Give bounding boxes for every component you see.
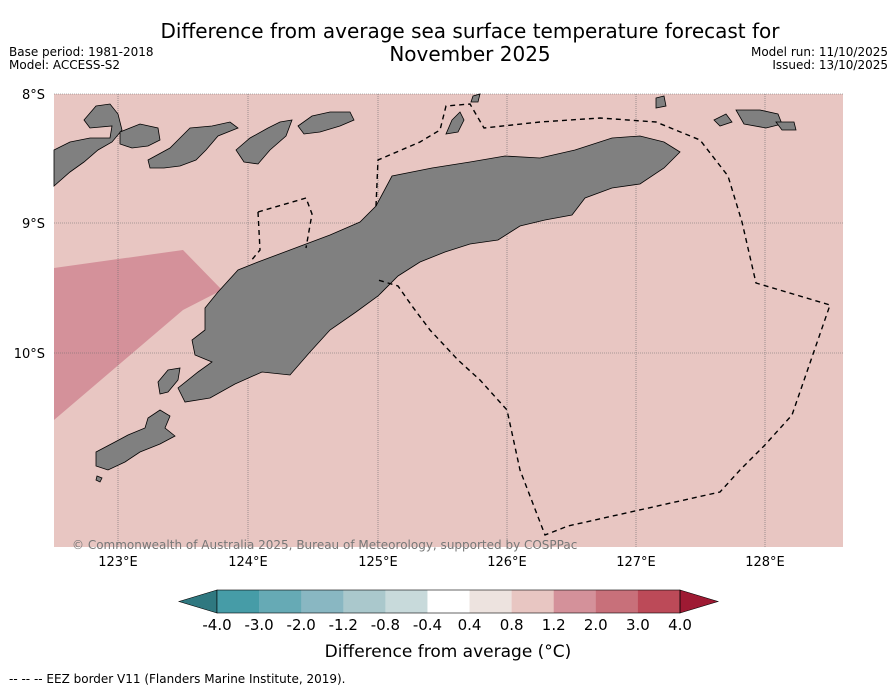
colorbar-segment xyxy=(595,590,639,613)
colorbar-tick-label: -3.0 xyxy=(244,616,273,634)
colorbar-tick-label: 4.0 xyxy=(668,616,692,634)
model-name: Model: ACCESS-S2 xyxy=(9,58,121,72)
alor-pantar-islands xyxy=(53,103,123,187)
lon-label: 128°E xyxy=(745,555,785,570)
issued-date: Issued: 13/10/2025 xyxy=(772,58,888,72)
lon-label: 126°E xyxy=(487,555,527,570)
colorbar-extend-high xyxy=(679,589,720,614)
colorbar-segment xyxy=(427,590,470,613)
land xyxy=(53,93,797,483)
colorbar-segment xyxy=(469,590,512,613)
lembata-island xyxy=(119,123,161,149)
atauro-island xyxy=(445,111,465,135)
colorbar-tick-label: -4.0 xyxy=(202,616,231,634)
colorbar-segment xyxy=(637,590,681,613)
colorbar-title: Difference from average (°C) xyxy=(324,642,572,662)
lon-label: 127°E xyxy=(616,555,656,570)
colorbar-segment xyxy=(553,590,597,613)
colorbar-outline xyxy=(216,589,681,614)
ndao-island xyxy=(95,475,103,483)
moa-island xyxy=(713,113,733,127)
alor-island xyxy=(147,121,239,169)
leti-island xyxy=(655,95,667,109)
model-run: Model run: 11/10/2025 xyxy=(750,45,888,59)
title-line-1: Difference from average sea surface temp… xyxy=(160,19,780,43)
colorbar-segment xyxy=(301,590,344,613)
colorbar-segments xyxy=(177,589,720,614)
rote-island xyxy=(95,409,176,471)
lat-label: 9°S xyxy=(22,217,45,232)
colorbar-segment xyxy=(385,590,428,613)
lon-label: 125°E xyxy=(358,555,398,570)
colorbar-segment xyxy=(511,590,555,613)
title-line-2: November 2025 xyxy=(389,42,551,66)
colorbar-tick-label: -2.0 xyxy=(287,616,316,634)
map-title: Difference from average sea surface temp… xyxy=(0,20,896,66)
colorbar-tick-label: 3.0 xyxy=(626,616,650,634)
meta-right: Model run: 11/10/2025 Issued: 13/10/2025 xyxy=(751,46,888,72)
colorbar-tick-label: -0.8 xyxy=(371,616,400,634)
eez-footnote: -- -- -- EEZ border V11 (Flanders Marine… xyxy=(9,672,346,686)
lon-label: 123°E xyxy=(98,555,138,570)
lat-label: 10°S xyxy=(14,347,45,362)
lon-label: 124°E xyxy=(228,555,268,570)
wetar-island xyxy=(297,111,355,135)
colorbar-tick-label: -1.2 xyxy=(329,616,358,634)
eez-border xyxy=(249,103,831,536)
colorbar-segment xyxy=(259,590,302,613)
kisar-island xyxy=(470,93,481,103)
lat-label: 8°S xyxy=(22,88,45,103)
colorbar-segment xyxy=(217,590,260,613)
wetar-west xyxy=(235,119,293,165)
colorbar-extend-low xyxy=(177,589,218,614)
colorbar-tick-label: 0.8 xyxy=(500,616,524,634)
colorbar-tick-label: 2.0 xyxy=(584,616,608,634)
sst-anomaly-map: © Commonwealth of Australia 2025, Bureau… xyxy=(14,88,843,570)
timor-island xyxy=(177,135,681,403)
colorbar-segment xyxy=(343,590,386,613)
warm-anomaly-patch xyxy=(54,250,222,420)
colorbar-tick-label: 0.4 xyxy=(458,616,482,634)
meta-left: Base period: 1981-2018 Model: ACCESS-S2 xyxy=(9,46,154,72)
semau-island xyxy=(157,367,181,395)
colorbar-tick-label: -0.4 xyxy=(413,616,442,634)
colorbar-tick-label: 1.2 xyxy=(542,616,566,634)
luang-island xyxy=(775,121,797,131)
map-copyright: © Commonwealth of Australia 2025, Bureau… xyxy=(72,538,577,552)
colorbar-ticks: -4.0 -3.0 -2.0 -1.2 -0.8 -0.4 0.4 0.8 1.2 2.0 3.0 4… xyxy=(202,616,692,634)
base-period: Base period: 1981-2018 xyxy=(9,45,154,59)
colorbar: -4.0 -3.0 -2.0 -1.2 -0.8 -0.4 0.4 0.8 1.2 2.0 3.0 4… xyxy=(177,589,720,634)
